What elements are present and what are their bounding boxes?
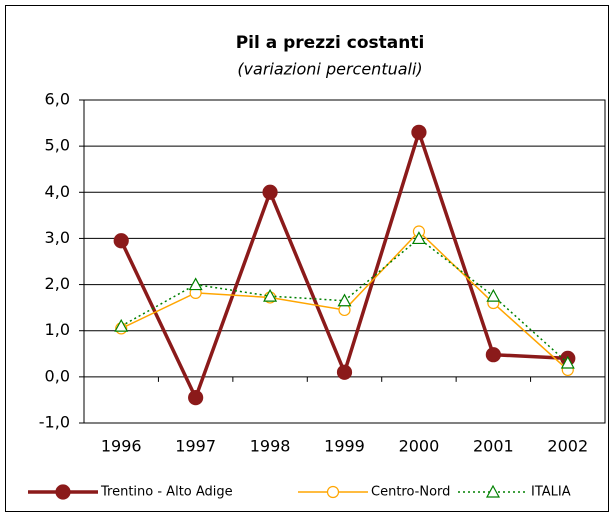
data-point bbox=[188, 390, 204, 406]
data-point bbox=[113, 233, 129, 249]
data-point bbox=[560, 355, 575, 369]
data-point bbox=[263, 288, 278, 302]
x-tick-label: 2002 bbox=[547, 437, 588, 456]
data-point bbox=[188, 277, 203, 291]
legend-marker bbox=[326, 485, 340, 499]
y-tick-label: 3,0 bbox=[45, 228, 70, 247]
legend-label: Trentino - Alto Adige bbox=[100, 485, 233, 500]
x-tick-label: 1999 bbox=[324, 437, 365, 456]
x-tick-label: 1998 bbox=[250, 437, 291, 456]
data-point bbox=[336, 364, 353, 380]
y-tick-label: 4,0 bbox=[45, 182, 70, 201]
x-tick-label: 1996 bbox=[101, 437, 142, 456]
y-tick-label: 2,0 bbox=[45, 274, 70, 293]
x-tick-label: 1997 bbox=[175, 437, 216, 456]
y-tick-label: 6,0 bbox=[45, 90, 70, 109]
data-point bbox=[411, 231, 426, 245]
data-point bbox=[486, 288, 501, 302]
x-tick-label: 2000 bbox=[399, 437, 440, 456]
legend-label: ITALIA bbox=[531, 485, 571, 500]
data-point bbox=[337, 293, 352, 307]
y-tick-label: 0,0 bbox=[45, 366, 70, 385]
legend-marker bbox=[55, 484, 71, 500]
data-point bbox=[411, 124, 427, 140]
legend-marker bbox=[485, 484, 501, 498]
x-tick-label: 2001 bbox=[473, 437, 514, 456]
y-tick-label: 5,0 bbox=[45, 136, 70, 155]
legend-label: Centro-Nord bbox=[371, 485, 450, 500]
chart-title: Pil a prezzi costanti bbox=[236, 33, 425, 53]
plot-border bbox=[83, 99, 606, 424]
chart-border bbox=[5, 5, 609, 512]
chart-subtitle: (variazioni percentuali) bbox=[237, 60, 422, 79]
y-tick-label: -1,0 bbox=[39, 413, 70, 432]
data-point bbox=[114, 318, 129, 332]
data-point bbox=[485, 347, 501, 363]
data-point bbox=[262, 184, 278, 200]
y-tick-label: 1,0 bbox=[45, 320, 70, 339]
